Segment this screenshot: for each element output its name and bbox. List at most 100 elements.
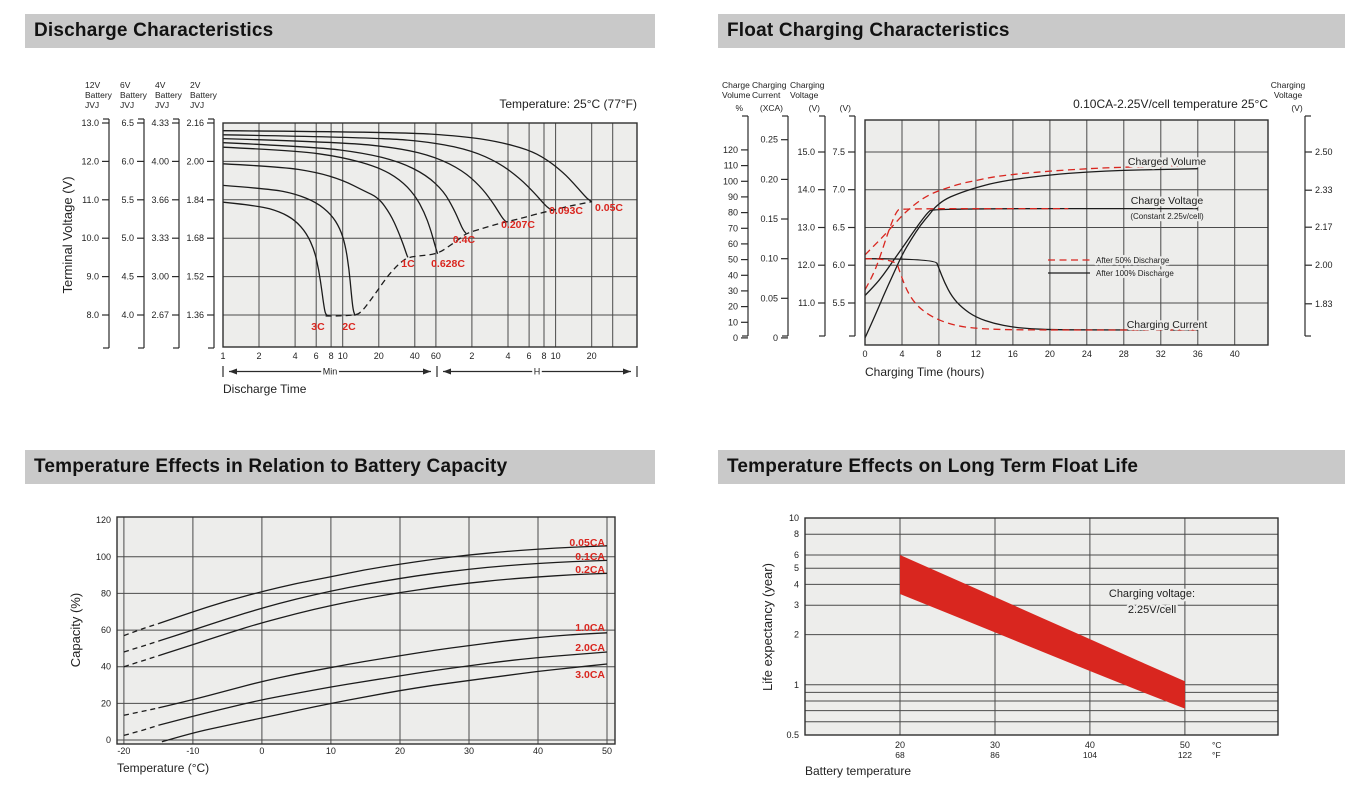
arrowhead: [423, 368, 431, 375]
axis-header-2v: JVJ: [190, 100, 204, 110]
y-tick-label: 5.5: [832, 298, 845, 308]
y-axis-title: Terminal Voltage (V): [60, 176, 75, 293]
y-tick-label: 0.25: [760, 135, 778, 145]
section-title: Float Charging Characteristics: [727, 20, 1010, 41]
axis-header-6v: Battery: [120, 90, 148, 100]
y-tick-label: 20: [101, 698, 111, 708]
y-tick-label: 1.83: [1315, 299, 1333, 309]
y-tick-label: 0: [106, 735, 111, 745]
x-tick-label: 12: [971, 349, 981, 359]
x-tick-label: 8: [542, 351, 547, 361]
series-0.05CA: [158, 545, 608, 625]
arrowhead: [623, 368, 631, 375]
series-2.0CA: [158, 651, 608, 726]
x-tick-label-secondary: 86: [990, 750, 1000, 760]
axis-header-volume: Charge: [722, 80, 750, 90]
x-tick-label: 20: [587, 351, 597, 361]
section-title: Temperature Effects on Long Term Float L…: [727, 456, 1139, 477]
y-tick-label: 12.0: [81, 156, 99, 166]
plot-border: [116, 516, 616, 745]
x-tick-label: 40: [410, 351, 420, 361]
series-0.2CA: [158, 572, 608, 657]
note-conditions: 0.10CA-2.25V/cell temperature 25°C: [1073, 97, 1268, 111]
curve-label-20ca: 2.0CA: [575, 642, 605, 654]
x-tick-label: 40: [1230, 349, 1240, 359]
y-tick-label: 2: [794, 630, 799, 640]
x-tick-label: 10: [551, 351, 561, 361]
axis-unit-voltage: (V): [809, 103, 821, 113]
y-tick-label: 7.5: [832, 147, 845, 157]
y-axis-title: Capacity (%): [68, 593, 83, 667]
note-temperature: Temperature: 25°C (77°F): [499, 97, 637, 111]
y-tick-label: 8: [794, 529, 799, 539]
y-tick-label: 2.33: [1315, 185, 1333, 195]
x-tick-label: 36: [1193, 349, 1203, 359]
x-tick-label: 4: [505, 351, 510, 361]
y-tick-label: 3: [794, 600, 799, 610]
y-tick-label: 40: [728, 270, 738, 280]
y-tick-label: 8.0: [86, 310, 99, 320]
section-title-bar: Discharge Characteristics: [25, 14, 655, 48]
axis-header-12v: Battery: [85, 90, 113, 100]
x-unit-h: H: [534, 367, 541, 377]
axis-unit-current: (XCA): [760, 103, 783, 113]
axis-unit-cell-voltage: (V): [840, 103, 852, 113]
series-0.2CA-dashed: [123, 655, 159, 668]
axis-unit-volume: %: [735, 103, 743, 113]
series-charging-current-50: [864, 258, 1198, 331]
x-tick-label: 30: [464, 746, 474, 756]
y-tick-label: 0.15: [760, 214, 778, 224]
y-tick-label: 6.0: [832, 260, 845, 270]
series-0.05CA-dashed: [123, 622, 159, 637]
series-0.05C: [222, 130, 593, 203]
x-tick-label: 50: [602, 746, 612, 756]
section-title-bar: Temperature Effects on Long Term Float L…: [718, 450, 1345, 484]
axis-header-6v: 6V: [120, 80, 131, 90]
y-tick-label: 9.0: [86, 272, 99, 282]
y-tick-label: 100: [723, 176, 738, 186]
y-tick-label: 2.67: [151, 310, 169, 320]
y-tick-label: 110: [724, 161, 738, 171]
section-title: Temperature Effects in Relation to Batte…: [34, 456, 508, 477]
y-tick-label: 40: [101, 662, 111, 672]
y-tick-label: 90: [728, 192, 738, 202]
y-tick-label: 4.0: [121, 310, 134, 320]
y-tick-label: 80: [101, 588, 111, 598]
axis-header-volume: Volume: [722, 90, 751, 100]
y-tick-label: 1: [794, 680, 799, 690]
axis-header-4v: JVJ: [155, 100, 169, 110]
axis-header-voltage: Voltage: [790, 90, 819, 100]
y-tick-label: 1.68: [186, 233, 204, 243]
x-tick-label: 30: [990, 740, 1000, 750]
y-tick-label: 50: [728, 255, 738, 265]
axis-header-4v: Battery: [155, 90, 183, 100]
y-tick-label: 11.0: [798, 298, 815, 308]
x-tick-label: 4: [293, 351, 298, 361]
arrowhead: [229, 368, 237, 375]
series-2.0CA-dashed: [123, 724, 159, 737]
axis-header-2v: Battery: [190, 90, 218, 100]
x-unit-fahrenheit: °F: [1212, 750, 1221, 760]
series-0.207C: [222, 137, 507, 223]
axis-header-right: Charging: [1271, 80, 1306, 90]
y-tick-label: 1.36: [186, 310, 204, 320]
x-tick-label: 20: [395, 746, 405, 756]
x-unit-celsius: °C: [1212, 740, 1222, 750]
curve-label-04c: 0.4C: [453, 234, 476, 246]
series-3C: [222, 201, 330, 317]
y-tick-label: 14.0: [797, 185, 815, 195]
y-tick-label: 30: [728, 286, 738, 296]
y-tick-label: 2.17: [1315, 222, 1333, 232]
legend-label-100: After 100% Discharge: [1096, 269, 1174, 278]
x-axis-title: Discharge Time: [223, 382, 307, 396]
curve-label-charged-volume: Charged Volume: [1128, 156, 1206, 168]
series-charge-voltage-50: [864, 207, 1069, 291]
y-tick-label: 2.50: [1315, 147, 1333, 157]
series-end-of-discharge-line: [325, 201, 592, 317]
x-tick-label: 50: [1180, 740, 1190, 750]
y-tick-label: 5.0: [121, 233, 134, 243]
plot-border: [864, 119, 1269, 346]
y-tick-label: 6.0: [121, 156, 134, 166]
curve-label-01ca: 0.1CA: [575, 551, 605, 563]
